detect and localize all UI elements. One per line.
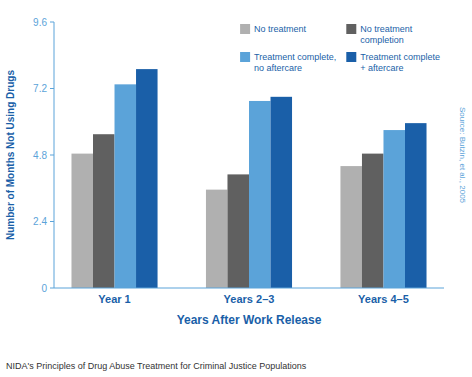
legend-label: No treatmentcompletion: [360, 24, 413, 45]
y-tick: [50, 288, 54, 289]
bar: [115, 84, 137, 288]
y-axis-label: Number of Months Not Using Drugs: [5, 70, 16, 240]
y-tick: [50, 22, 54, 23]
y-tick: [50, 155, 54, 156]
legend-label-line: No treatment: [254, 24, 307, 34]
x-tick-label: Years 4–5: [358, 293, 409, 305]
bar: [340, 166, 362, 288]
y-tick-label: 2.4: [33, 216, 47, 227]
y-tick: [50, 88, 54, 89]
legend-item: Treatment complete+ aftercare: [346, 52, 440, 73]
caption: NIDA's Principles of Drug Abuse Treatmen…: [6, 361, 307, 371]
legend-item: Treatment complete,no aftercare: [240, 52, 336, 73]
y-tick: [50, 221, 54, 222]
x-tick-label: Year 1: [98, 293, 130, 305]
bar: [206, 190, 228, 288]
legend-label-line: completion: [360, 35, 404, 45]
legend-swatch: [346, 24, 356, 34]
bar: [249, 101, 271, 288]
bar: [93, 134, 115, 288]
legend-swatch: [346, 52, 356, 62]
bars: [71, 69, 426, 288]
x-tick-label: Years 2–3: [224, 293, 275, 305]
y-tick-label: 4.8: [33, 150, 47, 161]
y-tick-label: 9.6: [33, 17, 47, 28]
legend-swatch: [240, 52, 250, 62]
bar: [227, 174, 249, 288]
legend-label-line: No treatment: [360, 24, 413, 34]
legend-item: No treatmentcompletion: [346, 24, 413, 45]
bar: [383, 130, 405, 288]
legend-label: No treatment: [254, 24, 307, 34]
bar: [405, 123, 427, 288]
bar: [71, 154, 93, 288]
y-tick-label: 7.2: [33, 83, 47, 94]
bar: [136, 69, 158, 288]
legend-item: No treatment: [240, 24, 307, 34]
legend-label-line: + aftercare: [360, 63, 403, 73]
legend-label-line: Treatment complete,: [254, 52, 336, 62]
bar: [271, 97, 293, 288]
y-tick-label: 0: [41, 283, 47, 294]
legend-label-line: no aftercare: [254, 63, 302, 73]
legend-swatch: [240, 24, 250, 34]
legend-label-line: Treatment complete: [360, 52, 440, 62]
x-axis-label: Years After Work Release: [177, 313, 322, 327]
legend-label: Treatment complete+ aftercare: [360, 52, 440, 73]
bar: [362, 154, 384, 288]
source-note: Source: Butzin, et al., 2005: [458, 107, 467, 204]
legend: No treatmentNo treatmentcompletionTreatm…: [240, 24, 440, 73]
x-axis-line: [54, 288, 444, 289]
chart: 0 2.4 4.8 7.2 9.6 Year 1 Years 2–3 Years 4–5 Num…: [0, 0, 472, 377]
legend-label: Treatment complete,no aftercare: [254, 52, 336, 73]
